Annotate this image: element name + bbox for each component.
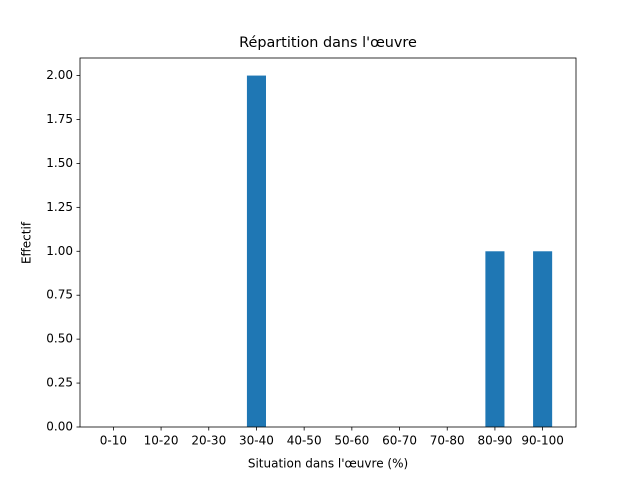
x-tick-label: 90-100 xyxy=(521,434,564,448)
x-tick-label: 0-10 xyxy=(100,434,127,448)
y-axis-label: Effectif xyxy=(20,221,34,264)
x-tick-label: 60-70 xyxy=(382,434,417,448)
x-tick-label: 30-40 xyxy=(239,434,274,448)
y-tick-label: 0.25 xyxy=(46,376,73,390)
y-tick-label: 2.00 xyxy=(46,68,73,82)
y-tick-label: 1.25 xyxy=(46,200,73,214)
x-tick-label: 10-20 xyxy=(144,434,179,448)
bar xyxy=(485,251,505,427)
y-tick-label: 1.50 xyxy=(46,156,73,170)
y-tick-label: 0.50 xyxy=(46,332,73,346)
x-tick-label: 80-90 xyxy=(477,434,512,448)
bar xyxy=(246,75,266,428)
x-axis-label: Situation dans l'œuvre (%) xyxy=(248,457,408,471)
y-tick-label: 1.00 xyxy=(46,244,73,258)
x-tick-label: 50-60 xyxy=(334,434,369,448)
x-tick-label: 20-30 xyxy=(191,434,226,448)
chart-title: Répartition dans l'œuvre xyxy=(239,35,417,51)
y-tick-label: 0.75 xyxy=(46,288,73,302)
y-tick-label: 1.75 xyxy=(46,112,73,126)
bar xyxy=(533,251,553,427)
x-tick-label: 70-80 xyxy=(430,434,465,448)
x-tick-label: 40-50 xyxy=(287,434,322,448)
axes-frame xyxy=(79,57,577,428)
y-tick-label: 0.00 xyxy=(46,420,73,434)
